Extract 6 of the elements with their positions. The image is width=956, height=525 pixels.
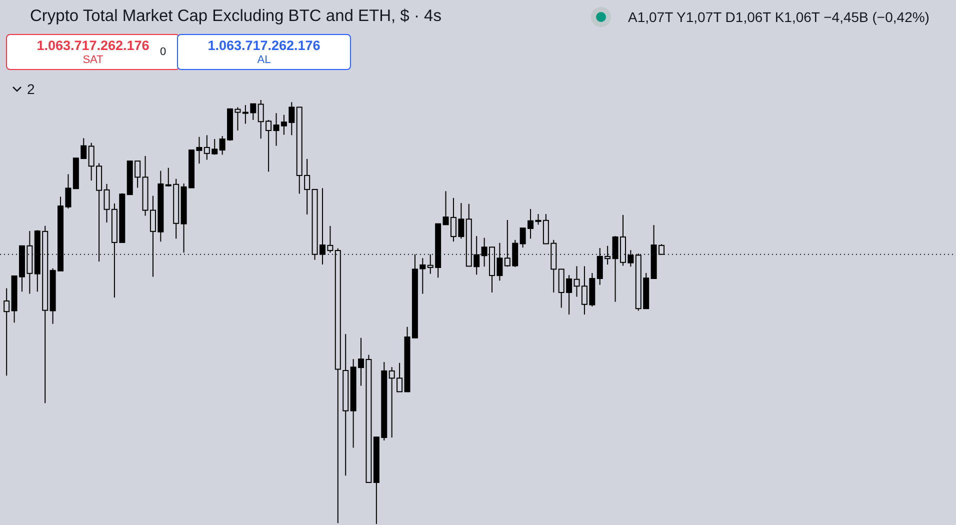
text: 0 bbox=[160, 46, 166, 58]
text: A1,07T Y1,07T D1,06T K1,06T −4,45B (−0,42%) bbox=[628, 9, 930, 25]
buy-button: 1.063.717.262.176 AL bbox=[177, 34, 351, 70]
candlestick bbox=[4, 288, 10, 376]
chart-title: Crypto Total Market Cap Excluding BTC and ETH, $ · 4s bbox=[30, 7, 442, 26]
text: 2 bbox=[27, 81, 35, 97]
